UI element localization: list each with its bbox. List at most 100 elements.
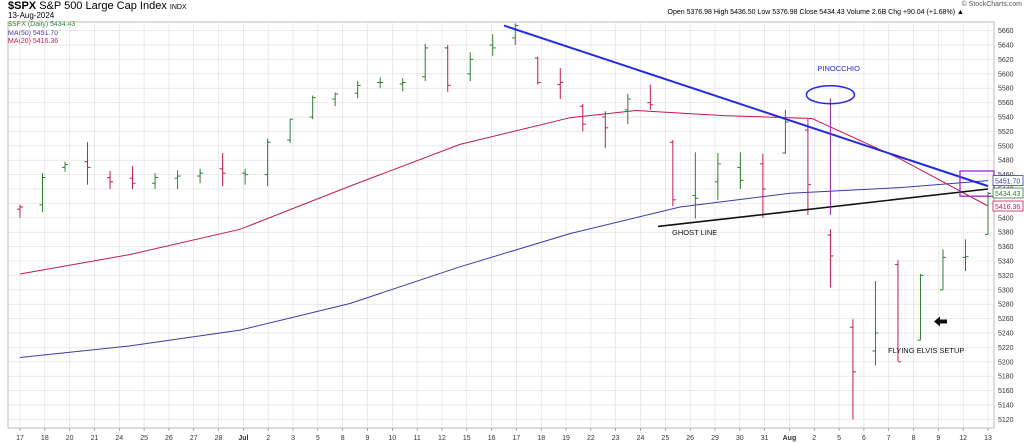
ohlc-bar — [489, 34, 496, 56]
y-tick-label: 5360 — [998, 244, 1014, 251]
x-tick-label: 6 — [862, 435, 866, 442]
ohlc-bar — [129, 165, 136, 190]
ohlc-bar — [467, 52, 474, 82]
ohlc-bar — [579, 104, 586, 132]
x-tick-label: 23 — [612, 435, 620, 442]
ohlc-bar — [849, 319, 856, 420]
credit: © StockCharts.com — [961, 1, 1022, 8]
y-tick-label: 5140 — [998, 402, 1014, 409]
y-tick-label: 5300 — [998, 287, 1014, 294]
x-tick-label: 28 — [215, 435, 223, 442]
x-tick-label: 12 — [959, 435, 967, 442]
x-tick-label: 25 — [140, 435, 148, 442]
ohlc-bar — [17, 204, 23, 218]
x-tick-label: 7 — [887, 435, 891, 442]
y-tick-label: 5660 — [998, 28, 1014, 35]
ohlc-bar — [107, 171, 114, 190]
y-tick-label: 5380 — [998, 230, 1014, 237]
x-tick-label: 9 — [936, 435, 940, 442]
pinocchio-label: PINOCCHIO — [817, 64, 860, 73]
y-tick-label: 5600 — [998, 71, 1014, 78]
legend-ma50: MA(50) 5451.70 — [8, 30, 59, 37]
x-tick-label: 24 — [115, 435, 123, 442]
price-tag-label: 5416.36 — [995, 204, 1020, 211]
x-tick-label: 11 — [413, 435, 420, 442]
x-tick-label: 21 — [91, 435, 99, 442]
ohlc-bar — [917, 273, 924, 341]
y-tick-label: 5620 — [998, 57, 1014, 64]
exchange: INDX — [169, 4, 187, 11]
x-tick-label: 27 — [190, 435, 198, 442]
ohlc-bar — [62, 161, 69, 172]
x-tick-label: 31 — [761, 435, 769, 442]
ohlc-bar — [534, 56, 541, 85]
x-tick-label: 3 — [291, 435, 295, 442]
y-tick-label: 5340 — [998, 258, 1014, 265]
y-tick-label: 5240 — [998, 330, 1014, 337]
y-tick-label: 5200 — [998, 359, 1014, 366]
x-tick-label: 22 — [587, 435, 595, 442]
x-tick-label: 29 — [711, 435, 719, 442]
ohlc-bar — [985, 191, 991, 235]
left-arrow-icon — [934, 316, 947, 327]
x-tick-label: 8 — [912, 435, 916, 442]
ghost-line — [657, 188, 989, 228]
price-tag-box — [992, 175, 1024, 186]
ma50-line — [19, 180, 989, 358]
ohlc-bar — [872, 281, 879, 366]
x-tick-label: Jul — [238, 435, 248, 442]
y-tick-label: 5320 — [998, 273, 1014, 280]
ohlc-bar — [377, 77, 384, 89]
ohlc-bar — [309, 95, 316, 120]
price-tag-box — [992, 200, 1024, 212]
y-tick-label: 5480 — [998, 158, 1014, 165]
ohlc-bar — [624, 93, 631, 125]
x-tick-label: 5 — [837, 435, 841, 442]
ohlc-bar — [827, 229, 834, 288]
y-tick-label: 5640 — [998, 43, 1014, 50]
x-tick-label: 9 — [366, 435, 370, 442]
legend-ma20: MA(20) 5416.36 — [8, 38, 59, 45]
x-tick-label: 19 — [562, 435, 570, 442]
y-tick-label: 5540 — [998, 115, 1014, 122]
ohlc-bar — [647, 84, 654, 110]
ohlc-bar — [84, 142, 91, 185]
y-tick-label: 5220 — [998, 345, 1014, 352]
y-tick-label: 5580 — [998, 86, 1014, 93]
ohlc-bar — [939, 249, 946, 291]
ohlc-bar — [39, 173, 46, 213]
price-tag-label: 5451.70 — [995, 179, 1020, 186]
ohlc-bar — [669, 140, 676, 207]
x-tick-label: 2 — [266, 435, 270, 442]
ohlc-bar — [714, 153, 721, 200]
y-tick-label: 5160 — [998, 388, 1014, 395]
x-tick-label: 16 — [488, 435, 496, 442]
y-tick-label: 5260 — [998, 316, 1014, 323]
ohlc-bar — [287, 118, 294, 143]
ohlc-bar — [174, 170, 181, 190]
x-tick-label: 17 — [16, 435, 24, 442]
x-tick-label: Aug — [783, 435, 797, 442]
pinocchio-ellipse — [805, 84, 856, 105]
x-tick-label: 26 — [165, 435, 173, 442]
legend-price: $SPX (Daily) 5434.43 — [8, 21, 76, 28]
symbol: $SPX — [8, 0, 37, 12]
ohlc-bar — [242, 168, 249, 185]
y-tick-label: 5400 — [998, 215, 1014, 222]
x-tick-label: 18 — [41, 435, 49, 442]
ohlc-bar — [264, 138, 271, 187]
price-tag-box — [992, 187, 1024, 199]
x-tick-label: 2 — [812, 435, 816, 442]
chart-title: $SPX S&P 500 Large Cap Index INDX — [8, 0, 187, 12]
ohlc-bar — [962, 239, 969, 272]
ohlc-bar — [602, 111, 609, 148]
blue-trend-line — [503, 24, 989, 188]
ohlc-bar — [354, 81, 361, 99]
y-tick-label: 5520 — [998, 129, 1014, 136]
ma20-line — [19, 109, 989, 275]
plot-frame — [7, 21, 995, 429]
ohlc-bar — [804, 119, 811, 215]
y-tick-label: 5120 — [998, 417, 1014, 424]
x-tick-label: 10 — [388, 435, 396, 442]
